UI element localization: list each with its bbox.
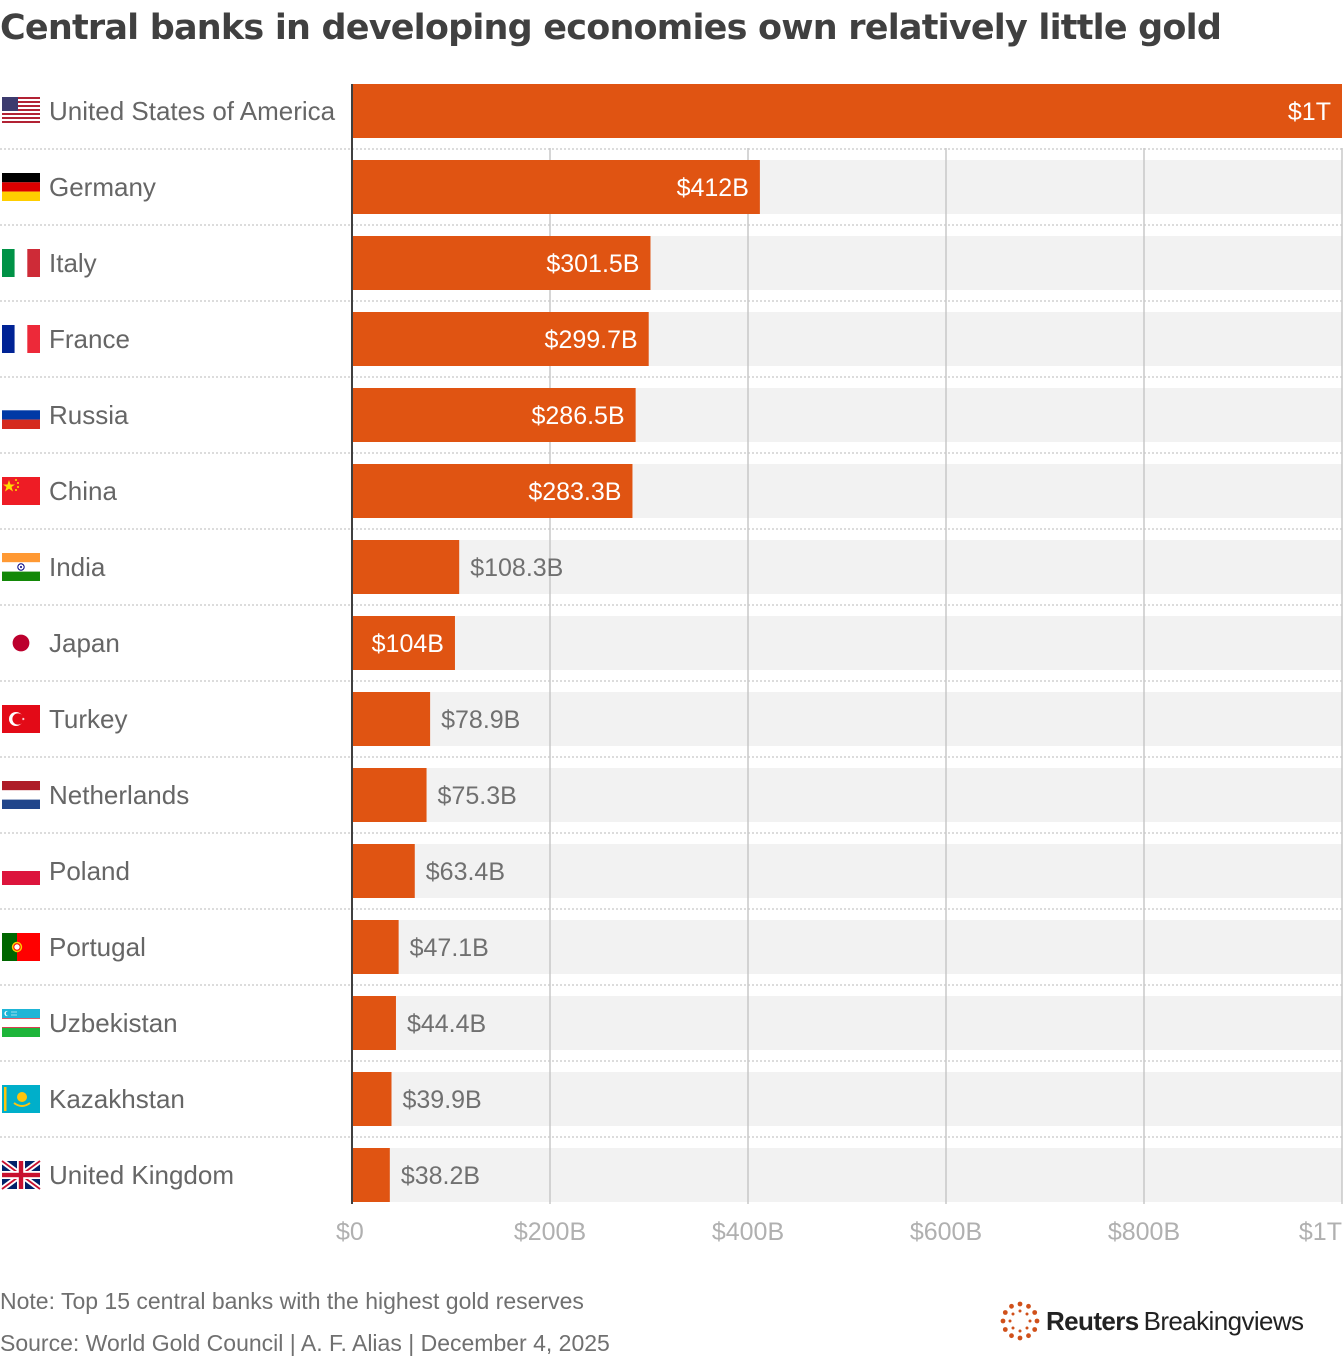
country-label: Kazakhstan: [49, 1084, 185, 1114]
bar-france: [352, 312, 649, 366]
value-label: $78.9B: [441, 706, 520, 734]
chart-source: Source: World Gold Council | A. F. Alias…: [0, 1330, 610, 1356]
value-label: $412B: [677, 174, 749, 202]
value-label: $108.3B: [470, 554, 563, 582]
country-label: Netherlands: [49, 780, 189, 810]
germany-flag-icon: [2, 173, 40, 201]
portugal-flag-icon: [2, 933, 40, 961]
x-tick-label: $400B: [712, 1218, 784, 1246]
bar-united-kingdom: [352, 1148, 390, 1202]
bar-india: [352, 540, 460, 594]
country-label: Poland: [49, 856, 130, 886]
turkey-flag-icon: [2, 705, 40, 733]
brand-name-breakingviews: Breakingviews: [1143, 1305, 1304, 1336]
russia-flag-icon: [2, 401, 40, 429]
value-label: $63.4B: [426, 858, 505, 886]
chart-note: Note: Top 15 central banks with the high…: [0, 1288, 584, 1314]
bar-track: [352, 1148, 1342, 1202]
x-tick-label: $600B: [910, 1218, 982, 1246]
x-tick-label: $200B: [514, 1218, 586, 1246]
bar-turkey: [352, 692, 431, 746]
japan-flag-icon: [2, 629, 40, 657]
bar-kazakhstan: [352, 1072, 392, 1126]
uk-flag-icon: [0, 1158, 42, 1192]
x-tick-label: $1T: [1299, 1218, 1342, 1246]
x-tick-label: $0: [336, 1218, 364, 1246]
kazakhstan-flag-icon: [2, 1085, 40, 1113]
bar-track: [352, 768, 1342, 822]
country-label: Japan: [49, 628, 120, 658]
bar-track: [352, 692, 1342, 746]
country-label: China: [49, 476, 117, 506]
bar-track: [352, 1072, 1342, 1126]
country-label: Russia: [49, 400, 129, 430]
bar-china: [352, 464, 633, 518]
country-label: Portugal: [49, 932, 146, 962]
bar-track: [352, 844, 1342, 898]
chart-title: Central banks in developing economies ow…: [0, 8, 1222, 48]
bar-russia: [352, 388, 636, 442]
france-flag-icon: [2, 325, 40, 353]
brand-name-reuters: Reuters: [1046, 1305, 1139, 1336]
country-label: Germany: [49, 172, 156, 202]
bar-track: [352, 540, 1342, 594]
value-label: $299.7B: [545, 326, 638, 354]
value-label: $75.3B: [438, 782, 517, 810]
bar-united-states-of-america: [352, 84, 1342, 138]
bar-japan: [352, 616, 455, 670]
value-label: $47.1B: [410, 934, 489, 962]
country-label: Turkey: [49, 704, 128, 734]
bar-portugal: [352, 920, 399, 974]
bar-germany: [352, 160, 760, 214]
value-label: $38.2B: [401, 1162, 480, 1190]
value-label: $301.5B: [546, 250, 639, 278]
value-label: $39.9B: [403, 1086, 482, 1114]
country-label: United Kingdom: [49, 1160, 234, 1190]
country-label: Uzbekistan: [49, 1008, 178, 1038]
bar-poland: [352, 844, 415, 898]
country-label: France: [49, 324, 130, 354]
value-label: $104B: [372, 630, 444, 658]
country-label: India: [49, 552, 106, 582]
reuters-breakingviews-logo: Reuters Breakingviews: [1000, 1300, 1304, 1342]
bar-netherlands: [352, 768, 427, 822]
poland-flag-icon: [2, 857, 40, 885]
x-tick-label: $800B: [1108, 1218, 1180, 1246]
value-label: $44.4B: [407, 1010, 486, 1038]
netherlands-flag-icon: [2, 781, 40, 809]
bar-italy: [352, 236, 651, 290]
value-label: $286.5B: [531, 402, 624, 430]
bar-uzbekistan: [352, 996, 396, 1050]
china-flag-icon: [2, 477, 40, 505]
bar-track: [352, 616, 1342, 670]
value-label: $283.3B: [528, 478, 621, 506]
country-label: United States of America: [49, 96, 336, 126]
bar-track: [352, 996, 1342, 1050]
bar-track: [352, 920, 1342, 974]
reuters-logo-icon: [1000, 1301, 1040, 1341]
italy-flag-icon: [2, 249, 40, 277]
country-label: Italy: [49, 248, 97, 278]
value-label: $1T: [1288, 98, 1331, 126]
india-flag-icon: [2, 553, 40, 581]
us-flag-icon: [2, 97, 40, 125]
uzbekistan-flag-icon: [2, 1009, 40, 1037]
